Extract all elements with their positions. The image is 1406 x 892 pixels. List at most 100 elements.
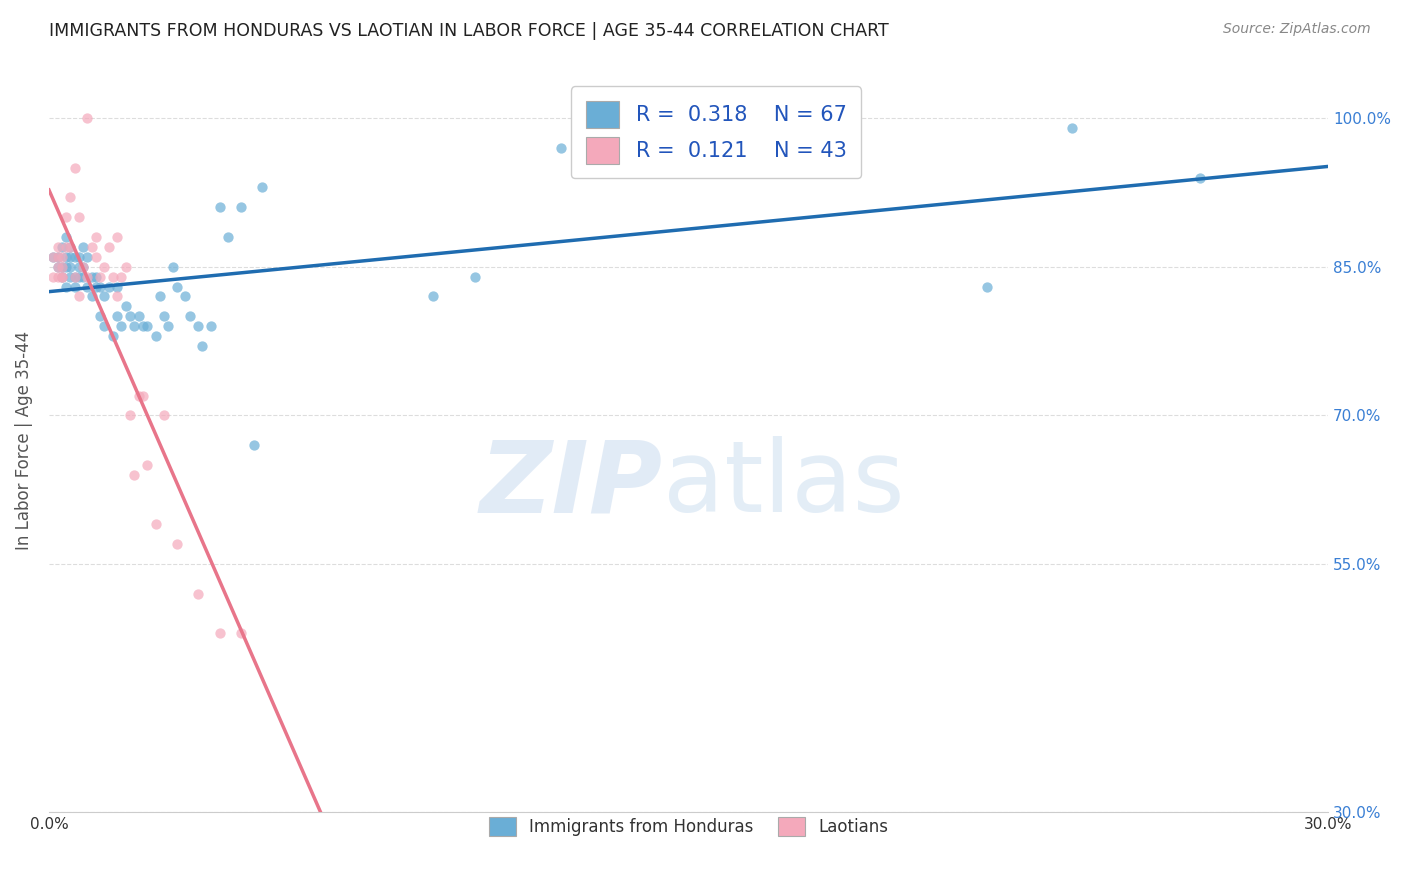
Point: [59, 190, 82, 204]
Point: [59, 250, 82, 264]
Point: [634, 141, 657, 155]
Point: [132, 319, 155, 334]
Point: [51, 260, 73, 274]
Legend: Immigrants from Honduras, Laotians: Immigrants from Honduras, Laotians: [481, 808, 897, 845]
Point: [80, 289, 103, 303]
Point: [191, 339, 214, 353]
Point: [114, 260, 136, 274]
Point: [89, 269, 111, 284]
Point: [93, 289, 115, 303]
Point: [89, 310, 111, 324]
Point: [55, 260, 77, 274]
Point: [105, 310, 128, 324]
Point: [105, 289, 128, 303]
Point: [51, 250, 73, 264]
Point: [80, 240, 103, 254]
Text: ZIP: ZIP: [479, 436, 664, 533]
Point: [122, 467, 145, 482]
Point: [76, 279, 98, 293]
Point: [422, 289, 444, 303]
Point: [89, 279, 111, 293]
Point: [42, 250, 65, 264]
Point: [157, 319, 180, 334]
Point: [153, 409, 176, 423]
Point: [976, 279, 998, 293]
Point: [101, 329, 124, 343]
Point: [1062, 120, 1084, 135]
Point: [42, 250, 65, 264]
Point: [93, 260, 115, 274]
Point: [97, 279, 120, 293]
Point: [84, 230, 107, 244]
Point: [51, 260, 73, 274]
Point: [59, 269, 82, 284]
Point: [67, 269, 90, 284]
Point: [250, 180, 273, 194]
Point: [128, 310, 150, 324]
Point: [187, 319, 209, 334]
Point: [51, 269, 73, 284]
Point: [229, 626, 252, 640]
Point: [46, 250, 69, 264]
Point: [67, 250, 90, 264]
Point: [63, 250, 86, 264]
Point: [145, 517, 167, 532]
Point: [63, 269, 86, 284]
Point: [166, 279, 188, 293]
Point: [110, 269, 132, 284]
Point: [46, 269, 69, 284]
Point: [72, 240, 94, 254]
Point: [55, 240, 77, 254]
Point: [76, 111, 98, 125]
Point: [145, 329, 167, 343]
Point: [84, 250, 107, 264]
Point: [51, 240, 73, 254]
Point: [1189, 170, 1212, 185]
Point: [149, 289, 172, 303]
Point: [153, 310, 176, 324]
Point: [97, 240, 120, 254]
Text: Source: ZipAtlas.com: Source: ZipAtlas.com: [1223, 22, 1371, 37]
Point: [72, 260, 94, 274]
Point: [59, 260, 82, 274]
Point: [76, 250, 98, 264]
Point: [166, 537, 188, 551]
Point: [42, 269, 65, 284]
Point: [114, 299, 136, 313]
Point: [59, 240, 82, 254]
Point: [122, 319, 145, 334]
Point: [132, 388, 155, 402]
Point: [118, 409, 141, 423]
Point: [136, 458, 159, 472]
Point: [464, 269, 486, 284]
Point: [63, 279, 86, 293]
Point: [72, 269, 94, 284]
Point: [46, 260, 69, 274]
Point: [128, 388, 150, 402]
Point: [55, 250, 77, 264]
Point: [162, 260, 184, 274]
Point: [51, 269, 73, 284]
Text: IMMIGRANTS FROM HONDURAS VS LAOTIAN IN LABOR FORCE | AGE 35-44 CORRELATION CHART: IMMIGRANTS FROM HONDURAS VS LAOTIAN IN L…: [49, 22, 889, 40]
Point: [55, 210, 77, 224]
Point: [67, 260, 90, 274]
Point: [46, 250, 69, 264]
Text: atlas: atlas: [664, 436, 904, 533]
Point: [76, 269, 98, 284]
Point: [80, 269, 103, 284]
Point: [174, 289, 197, 303]
Point: [67, 289, 90, 303]
Point: [105, 230, 128, 244]
Point: [179, 310, 201, 324]
Point: [229, 200, 252, 214]
Point: [84, 269, 107, 284]
Point: [110, 319, 132, 334]
Point: [67, 210, 90, 224]
Point: [242, 438, 264, 452]
Point: [550, 141, 572, 155]
Point: [63, 161, 86, 175]
Point: [101, 269, 124, 284]
Point: [84, 279, 107, 293]
Point: [46, 240, 69, 254]
Point: [105, 279, 128, 293]
